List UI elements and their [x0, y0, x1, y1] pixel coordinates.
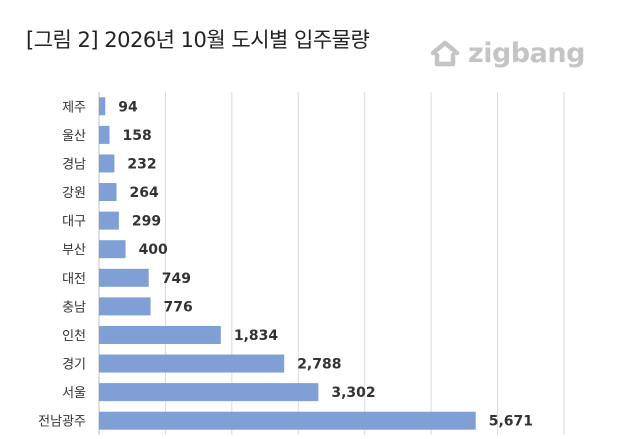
data-label: 158	[122, 128, 151, 144]
bar	[99, 97, 106, 116]
data-label: 1,834	[234, 328, 279, 344]
data-label: 3,302	[331, 385, 375, 401]
data-label: 400	[139, 242, 168, 258]
bar	[99, 154, 115, 173]
category-label: 충남	[62, 300, 86, 315]
category-label: 인천	[62, 329, 86, 344]
bar	[99, 411, 476, 430]
category-label: 제주	[62, 100, 86, 115]
bar	[99, 240, 126, 259]
category-label: 대전	[62, 272, 86, 287]
zigbang-logo: zigbang	[428, 38, 585, 69]
data-label: 299	[132, 214, 161, 230]
category-label: 경기	[62, 358, 86, 373]
bars	[99, 97, 476, 430]
chart-title: [그림 2] 2026년 10월 도시별 입주물량	[26, 28, 370, 52]
data-label: 749	[162, 271, 191, 287]
bar	[99, 354, 285, 373]
logo-wordmark: zigbang	[468, 38, 585, 69]
category-label: 강원	[62, 186, 86, 201]
gridlines	[98, 92, 565, 435]
data-label: 94	[118, 99, 138, 115]
labels: 제주 94 울산 158 경남 232 강원 264 대구 299 부산 400 대전 749 충남 776 인…	[38, 99, 533, 429]
bar	[99, 183, 117, 202]
bar	[99, 325, 221, 344]
category-label: 울산	[62, 129, 86, 144]
data-label: 232	[127, 156, 156, 172]
bar	[99, 211, 119, 230]
data-label: 5,671	[489, 414, 533, 430]
zigbang-house-icon	[430, 40, 460, 66]
bar	[99, 125, 110, 144]
category-label: 전남광주	[38, 415, 86, 430]
bar	[99, 383, 319, 402]
category-label: 대구	[62, 215, 86, 230]
data-label: 264	[130, 185, 159, 201]
category-label: 서울	[62, 386, 86, 401]
category-label: 경남	[62, 157, 86, 172]
bar	[99, 268, 149, 287]
data-label: 776	[164, 299, 193, 315]
data-label: 2,788	[297, 357, 341, 373]
category-label: 부산	[62, 243, 86, 258]
bar	[99, 297, 151, 316]
